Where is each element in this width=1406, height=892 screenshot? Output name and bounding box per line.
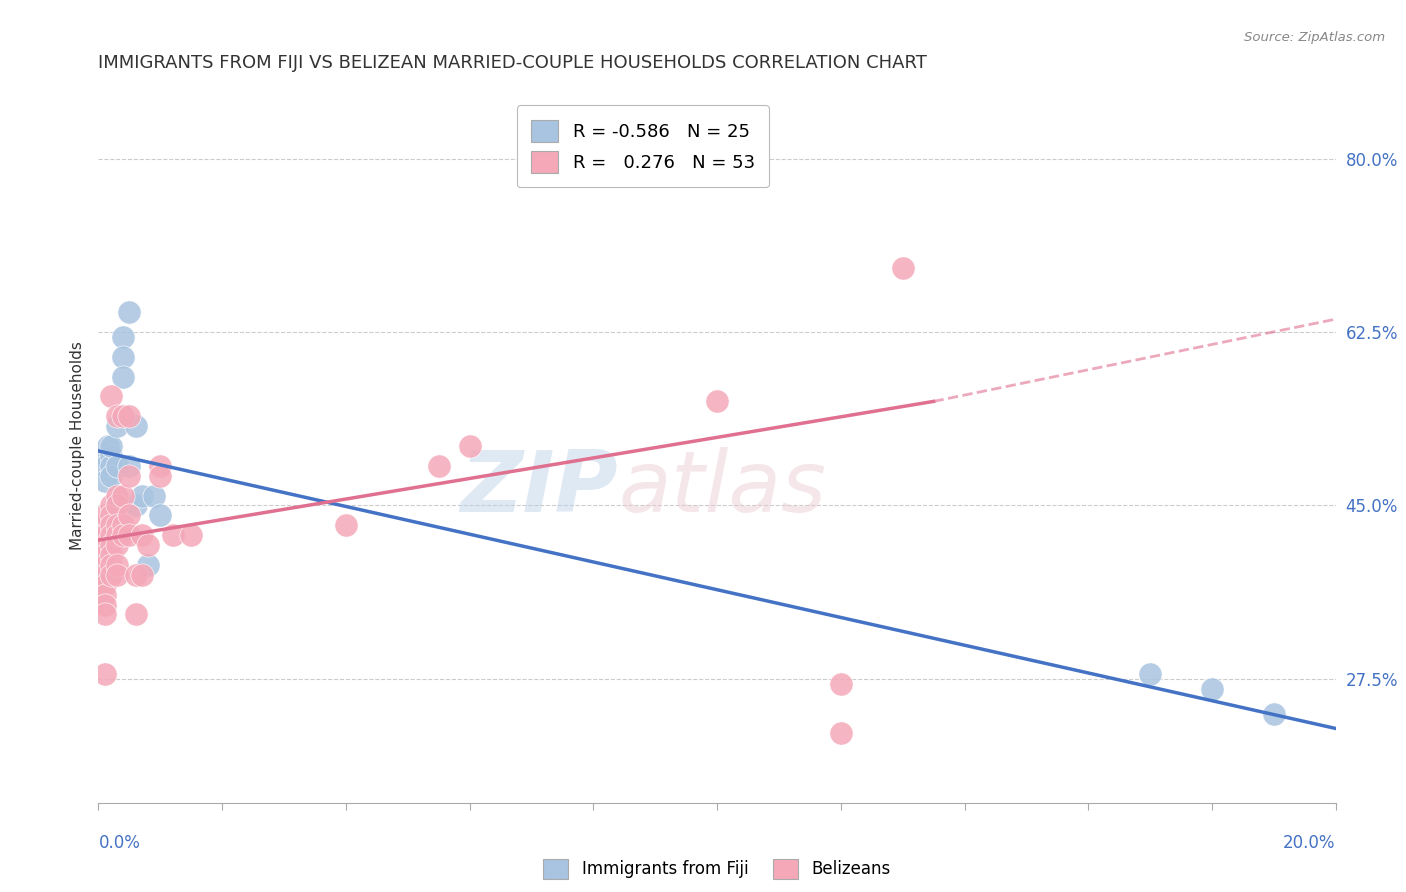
Point: [93, 449, 115, 463]
Point: [124, 499, 146, 513]
Point: [93, 567, 115, 582]
Point: [143, 489, 166, 503]
Point: [93, 667, 115, 681]
Point: [112, 409, 135, 424]
Point: [112, 369, 135, 384]
Point: [100, 518, 122, 533]
Point: [93, 558, 115, 572]
Point: [100, 499, 122, 513]
Point: [105, 518, 128, 533]
Point: [105, 419, 128, 434]
Point: [830, 726, 852, 740]
Text: IMMIGRANTS FROM FIJI VS BELIZEAN MARRIED-COUPLE HOUSEHOLDS CORRELATION CHART: IMMIGRANTS FROM FIJI VS BELIZEAN MARRIED…: [98, 54, 928, 72]
Point: [118, 508, 141, 523]
Text: atlas: atlas: [619, 447, 827, 531]
Point: [105, 538, 128, 552]
Text: ZIP: ZIP: [460, 447, 619, 531]
Point: [100, 458, 122, 473]
Point: [136, 558, 159, 572]
Point: [100, 508, 122, 523]
Point: [706, 394, 728, 409]
Point: [1139, 667, 1161, 681]
Point: [112, 350, 135, 364]
Point: [427, 458, 450, 473]
Point: [100, 558, 122, 572]
Point: [149, 508, 172, 523]
Point: [830, 677, 852, 691]
Point: [93, 508, 115, 523]
Point: [100, 389, 122, 403]
Point: [131, 567, 153, 582]
Text: Source: ZipAtlas.com: Source: ZipAtlas.com: [1244, 31, 1385, 45]
Point: [100, 567, 122, 582]
Point: [118, 458, 141, 473]
Point: [149, 468, 172, 483]
Point: [93, 598, 115, 612]
Y-axis label: Married-couple Households: Married-couple Households: [69, 342, 84, 550]
Point: [162, 528, 184, 542]
Point: [90, 518, 112, 533]
Point: [93, 538, 115, 552]
Point: [891, 260, 914, 275]
Point: [124, 419, 146, 434]
Point: [1201, 681, 1223, 696]
Point: [131, 528, 153, 542]
Point: [131, 489, 153, 503]
Point: [97, 439, 120, 453]
Text: 0.0%: 0.0%: [98, 834, 141, 852]
Point: [118, 468, 141, 483]
Point: [112, 528, 135, 542]
Point: [105, 458, 128, 473]
Point: [112, 489, 135, 503]
Point: [124, 607, 146, 622]
Point: [112, 330, 135, 344]
Point: [105, 409, 128, 424]
Point: [124, 567, 146, 582]
Point: [118, 305, 141, 319]
Point: [100, 468, 122, 483]
Point: [93, 548, 115, 562]
Point: [100, 548, 122, 562]
Point: [335, 518, 357, 533]
Point: [1263, 706, 1285, 721]
Point: [180, 528, 202, 542]
Point: [118, 409, 141, 424]
Point: [458, 439, 481, 453]
Point: [100, 449, 122, 463]
Point: [93, 458, 115, 473]
Point: [93, 588, 115, 602]
Point: [93, 578, 115, 592]
Point: [105, 489, 128, 503]
Point: [149, 458, 172, 473]
Point: [136, 538, 159, 552]
Point: [93, 607, 115, 622]
Point: [112, 518, 135, 533]
Legend: Immigrants from Fiji, Belizeans: Immigrants from Fiji, Belizeans: [534, 850, 900, 888]
Point: [100, 439, 122, 453]
Point: [93, 528, 115, 542]
Point: [93, 474, 115, 488]
Point: [105, 558, 128, 572]
Point: [105, 567, 128, 582]
Point: [105, 499, 128, 513]
Point: [105, 528, 128, 542]
Point: [118, 528, 141, 542]
Point: [105, 499, 128, 513]
Text: 20.0%: 20.0%: [1284, 834, 1336, 852]
Point: [100, 528, 122, 542]
Point: [100, 538, 122, 552]
